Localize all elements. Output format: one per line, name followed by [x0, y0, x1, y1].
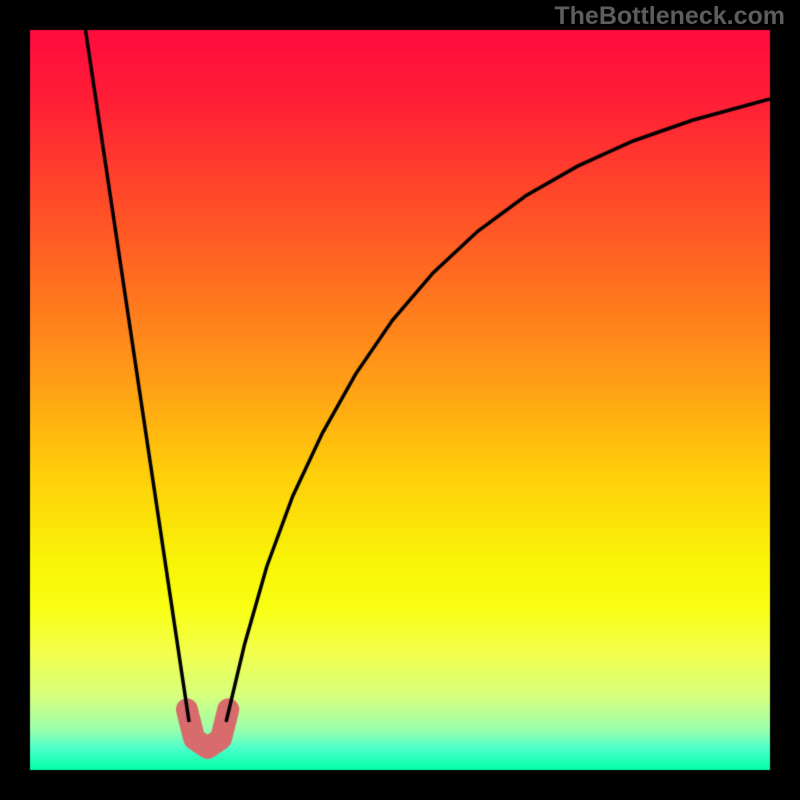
- bottleneck-chart: [0, 0, 800, 800]
